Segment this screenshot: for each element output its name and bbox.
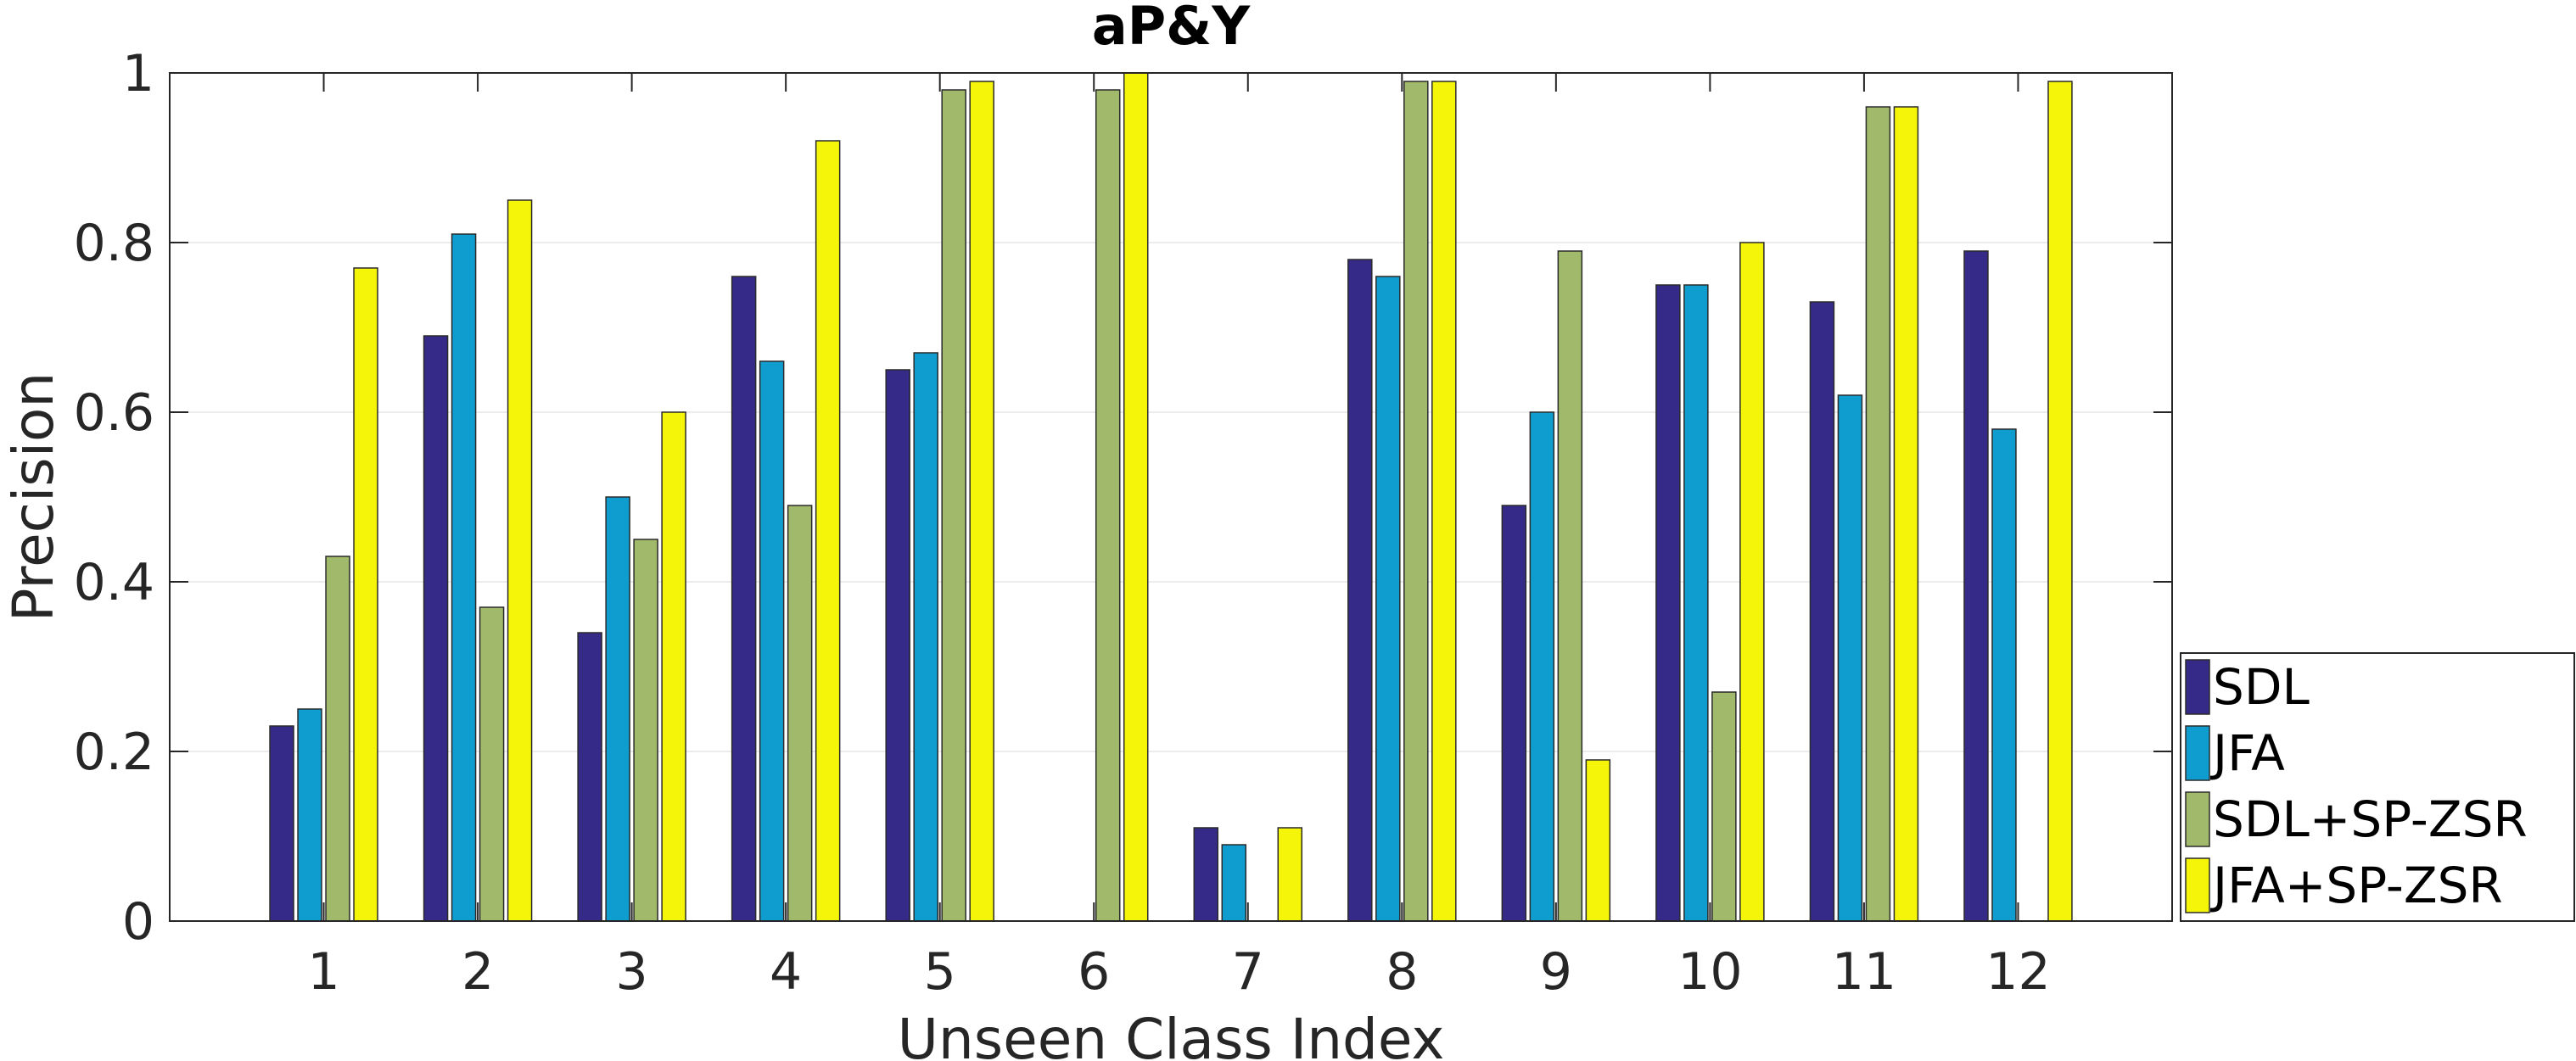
bar-jfa-10 xyxy=(1683,284,1709,922)
x-tick-label: 10 xyxy=(1677,942,1742,1002)
bar-sdl-7 xyxy=(1193,827,1219,922)
bar-sdl-12 xyxy=(1963,250,1989,922)
bar-sdl-sp-zsr-8 xyxy=(1403,81,1429,922)
bar-jfa-sp-zsr-9 xyxy=(1585,759,1611,922)
bar-jfa-sp-zsr-5 xyxy=(969,81,994,922)
bar-sdl-sp-zsr-3 xyxy=(633,539,658,922)
bar-jfa-sp-zsr-6 xyxy=(1123,72,1149,922)
bar-sdl-5 xyxy=(885,369,910,922)
x-tick-label: 6 xyxy=(1078,942,1110,1002)
y-tick-label: 0.2 xyxy=(74,723,154,782)
bar-sdl-sp-zsr-10 xyxy=(1711,691,1737,922)
bar-sdl-sp-zsr-9 xyxy=(1557,250,1583,922)
bar-sdl-4 xyxy=(731,276,757,922)
y-tick-label: 0.6 xyxy=(74,383,154,443)
x-tick-label: 2 xyxy=(462,942,494,1002)
bar-sdl-10 xyxy=(1655,284,1681,922)
bar-jfa-sp-zsr-7 xyxy=(1277,827,1303,922)
bar-jfa-sp-zsr-8 xyxy=(1431,81,1457,922)
bar-jfa-sp-zsr-2 xyxy=(507,199,533,922)
bar-sdl-11 xyxy=(1809,301,1835,922)
bar-jfa-sp-zsr-3 xyxy=(661,411,686,922)
bar-jfa-1 xyxy=(297,708,322,922)
x-axis-label: Unseen Class Index xyxy=(898,1007,1445,1061)
x-tick-label: 9 xyxy=(1540,942,1572,1002)
x-axis-ticks: 1 2 3 4 5 6 7 8 9 10 11 12 xyxy=(307,73,2051,1002)
bar-jfa-7 xyxy=(1221,844,1247,922)
legend-label: SDL+SP-ZSR xyxy=(2213,790,2528,848)
bar-sdl-sp-zsr-1 xyxy=(325,556,350,922)
legend-swatch xyxy=(2185,791,2210,847)
legend-label: SDL xyxy=(2213,658,2310,716)
bar-sdl-sp-zsr-4 xyxy=(787,505,813,922)
bar-jfa-2 xyxy=(451,233,477,922)
bar-jfa-11 xyxy=(1837,394,1863,922)
legend-label: JFA+SP-ZSR xyxy=(2210,857,2503,914)
y-tick-label: 0 xyxy=(122,892,154,952)
bar-sdl-sp-zsr-11 xyxy=(1865,106,1891,922)
x-tick-label: 5 xyxy=(924,942,956,1002)
bar-jfa-3 xyxy=(605,496,630,922)
x-tick-label: 12 xyxy=(1985,942,2050,1002)
x-tick-label: 7 xyxy=(1232,942,1264,1002)
bar-jfa-4 xyxy=(759,360,785,922)
bar-sdl-3 xyxy=(577,632,602,922)
legend-swatch xyxy=(2185,659,2210,715)
bar-jfa-5 xyxy=(913,352,938,922)
bar-sdl-2 xyxy=(423,335,449,922)
bar-sdl-8 xyxy=(1347,259,1373,922)
x-tick-label: 1 xyxy=(307,942,339,1002)
y-axis-ticks: 0 0.2 0.4 0.6 0.8 1 xyxy=(74,44,2172,952)
bar-jfa-sp-zsr-1 xyxy=(353,267,378,922)
x-tick-label: 4 xyxy=(770,942,802,1002)
y-tick-label: 0.8 xyxy=(74,214,154,273)
legend-swatch xyxy=(2185,857,2210,913)
bar-jfa-sp-zsr-11 xyxy=(1893,106,1919,922)
bar-sdl-1 xyxy=(269,725,294,922)
plot-frame xyxy=(169,72,2173,922)
bar-sdl-sp-zsr-6 xyxy=(1095,89,1121,922)
legend-label: JFA xyxy=(2210,724,2285,782)
bar-jfa-8 xyxy=(1375,276,1401,922)
legend: SDL JFA SDL+SP-ZSR JFA+SP-ZSR xyxy=(2180,652,2575,922)
x-tick-label: 11 xyxy=(1832,942,1896,1002)
legend-swatch xyxy=(2185,725,2210,781)
y-tick-label: 0.4 xyxy=(74,553,154,612)
bar-sdl-9 xyxy=(1501,505,1527,922)
bar-sdl-sp-zsr-5 xyxy=(941,89,966,922)
bar-jfa-sp-zsr-10 xyxy=(1739,242,1765,922)
y-axis-label: Precision xyxy=(1,372,66,623)
bar-jfa-sp-zsr-4 xyxy=(815,140,841,922)
bar-sdl-sp-zsr-2 xyxy=(479,606,505,922)
bar-jfa-9 xyxy=(1529,411,1555,922)
chart-title: aP&Y xyxy=(1092,0,1251,57)
bar-jfa-12 xyxy=(1991,428,2017,922)
x-tick-label: 8 xyxy=(1386,942,1418,1002)
bars xyxy=(269,72,2073,922)
legend-box xyxy=(2180,652,2575,922)
x-tick-label: 3 xyxy=(616,942,648,1002)
bar-jfa-sp-zsr-12 xyxy=(2047,81,2073,922)
y-tick-label: 1 xyxy=(122,44,154,103)
